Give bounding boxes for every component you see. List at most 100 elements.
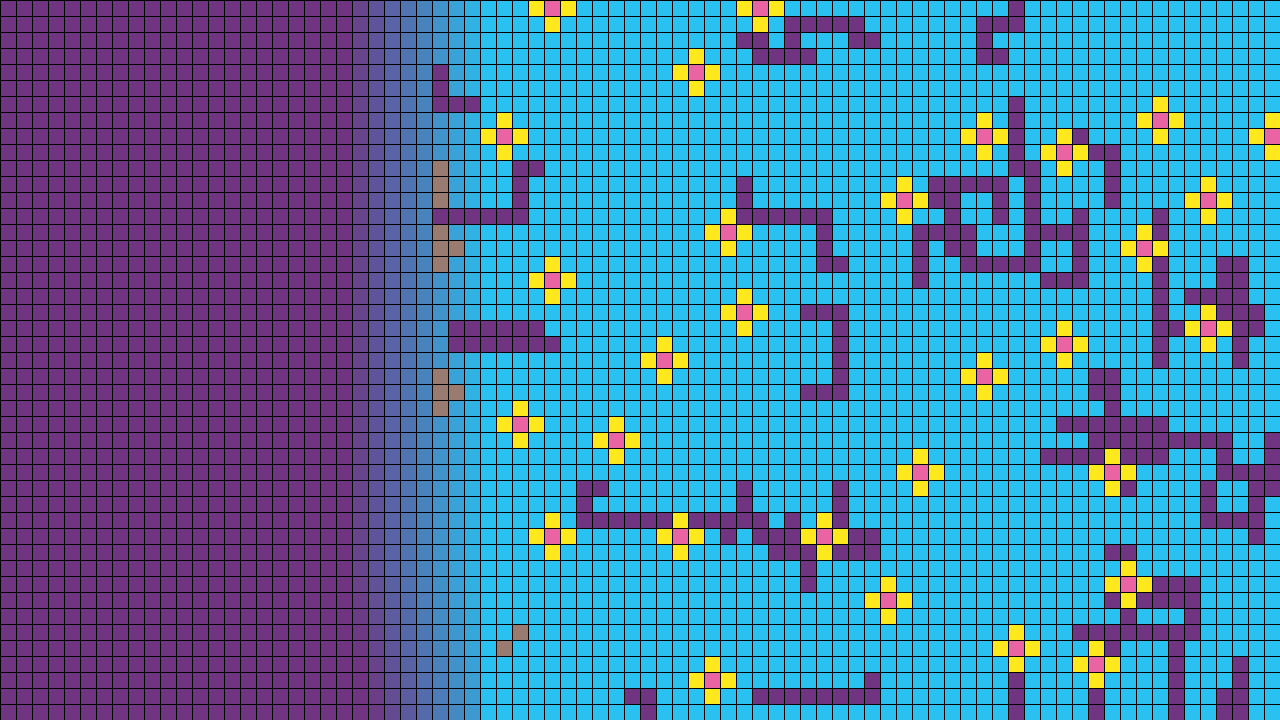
void-tile[interactable] [161, 689, 176, 704]
void-tile[interactable] [209, 545, 224, 560]
wall-tile[interactable] [1009, 17, 1024, 32]
wall-tile[interactable] [737, 209, 752, 224]
void-tile[interactable] [193, 209, 208, 224]
fade-tile[interactable] [449, 433, 464, 448]
fade-tile[interactable] [433, 673, 448, 688]
void-tile[interactable] [129, 641, 144, 656]
wall-tile[interactable] [1105, 177, 1120, 192]
water-tile[interactable] [833, 193, 848, 208]
void-tile[interactable] [65, 369, 80, 384]
water-tile[interactable] [1137, 481, 1152, 496]
water-tile[interactable] [769, 401, 784, 416]
flower-center-tile[interactable] [737, 305, 752, 320]
wall-tile[interactable] [1265, 433, 1280, 448]
water-tile[interactable] [1105, 609, 1120, 624]
water-tile[interactable] [689, 497, 704, 512]
water-tile[interactable] [593, 417, 608, 432]
void-tile[interactable] [145, 561, 160, 576]
water-tile[interactable] [865, 577, 880, 592]
fade-tile[interactable] [449, 129, 464, 144]
void-tile[interactable] [337, 17, 352, 32]
void-tile[interactable] [321, 97, 336, 112]
water-tile[interactable] [657, 449, 672, 464]
fade-tile[interactable] [465, 129, 480, 144]
water-tile[interactable] [977, 705, 992, 720]
water-tile[interactable] [1233, 129, 1248, 144]
void-tile[interactable] [33, 97, 48, 112]
fade-tile[interactable] [417, 193, 432, 208]
void-tile[interactable] [65, 81, 80, 96]
void-tile[interactable] [337, 353, 352, 368]
wall-tile[interactable] [913, 225, 928, 240]
water-tile[interactable] [561, 289, 576, 304]
fade-tile[interactable] [353, 513, 368, 528]
void-tile[interactable] [81, 145, 96, 160]
water-tile[interactable] [849, 497, 864, 512]
void-tile[interactable] [321, 625, 336, 640]
water-tile[interactable] [833, 705, 848, 720]
void-tile[interactable] [97, 97, 112, 112]
void-tile[interactable] [129, 497, 144, 512]
void-tile[interactable] [65, 401, 80, 416]
water-tile[interactable] [1105, 321, 1120, 336]
void-tile[interactable] [49, 513, 64, 528]
void-tile[interactable] [337, 145, 352, 160]
water-tile[interactable] [609, 337, 624, 352]
water-tile[interactable] [721, 1, 736, 16]
void-tile[interactable] [145, 385, 160, 400]
fade-tile[interactable] [401, 369, 416, 384]
water-tile[interactable] [865, 289, 880, 304]
wall-tile[interactable] [1137, 625, 1152, 640]
water-tile[interactable] [1073, 1, 1088, 16]
water-tile[interactable] [1137, 289, 1152, 304]
void-tile[interactable] [257, 417, 272, 432]
wall-tile[interactable] [849, 689, 864, 704]
water-tile[interactable] [1185, 1, 1200, 16]
water-tile[interactable] [1265, 369, 1280, 384]
flower-petal-tile[interactable] [1265, 145, 1280, 160]
water-tile[interactable] [609, 257, 624, 272]
void-tile[interactable] [49, 321, 64, 336]
void-tile[interactable] [209, 353, 224, 368]
void-tile[interactable] [289, 225, 304, 240]
water-tile[interactable] [753, 481, 768, 496]
water-tile[interactable] [1265, 353, 1280, 368]
void-tile[interactable] [177, 193, 192, 208]
water-tile[interactable] [785, 449, 800, 464]
void-tile[interactable] [337, 561, 352, 576]
water-tile[interactable] [817, 417, 832, 432]
water-tile[interactable] [529, 209, 544, 224]
water-tile[interactable] [961, 625, 976, 640]
wall-tile[interactable] [1009, 673, 1024, 688]
water-tile[interactable] [625, 625, 640, 640]
water-tile[interactable] [497, 81, 512, 96]
void-tile[interactable] [97, 545, 112, 560]
wall-tile[interactable] [1025, 209, 1040, 224]
water-tile[interactable] [945, 481, 960, 496]
void-tile[interactable] [161, 705, 176, 720]
water-tile[interactable] [513, 257, 528, 272]
void-tile[interactable] [145, 353, 160, 368]
water-tile[interactable] [513, 353, 528, 368]
water-tile[interactable] [1121, 113, 1136, 128]
water-tile[interactable] [769, 225, 784, 240]
void-tile[interactable] [257, 401, 272, 416]
void-tile[interactable] [321, 305, 336, 320]
void-tile[interactable] [177, 673, 192, 688]
void-tile[interactable] [241, 673, 256, 688]
water-tile[interactable] [689, 17, 704, 32]
wall-tile[interactable] [1249, 497, 1264, 512]
flower-center-tile[interactable] [1137, 241, 1152, 256]
water-tile[interactable] [929, 577, 944, 592]
water-tile[interactable] [545, 609, 560, 624]
wall-tile[interactable] [689, 513, 704, 528]
water-tile[interactable] [577, 577, 592, 592]
void-tile[interactable] [1, 337, 16, 352]
void-tile[interactable] [113, 257, 128, 272]
water-tile[interactable] [481, 49, 496, 64]
water-tile[interactable] [529, 609, 544, 624]
void-tile[interactable] [321, 193, 336, 208]
void-tile[interactable] [209, 33, 224, 48]
void-tile[interactable] [1, 481, 16, 496]
water-tile[interactable] [721, 561, 736, 576]
